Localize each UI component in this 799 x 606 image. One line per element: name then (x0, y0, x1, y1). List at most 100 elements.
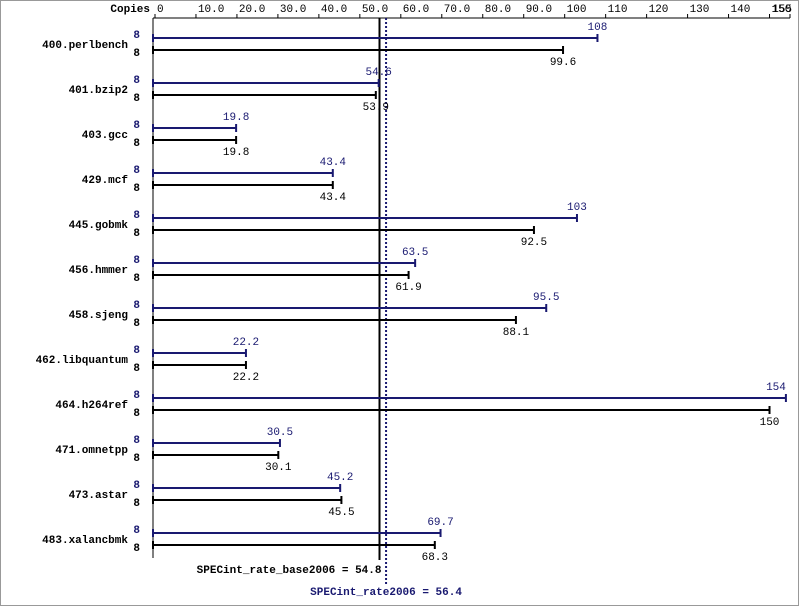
value-label: 54.6 (365, 67, 391, 79)
value-label: 88.1 (503, 327, 530, 339)
x-tick-label: 10.0 (198, 4, 224, 16)
copies-label: 8 (133, 390, 140, 402)
value-label: 19.8 (223, 112, 249, 124)
copies-label: 8 (133, 435, 140, 447)
bar (152, 496, 343, 504)
reference-label: SPECint_rate2006 = 56.4 (310, 587, 462, 599)
copies-header: Copies (110, 4, 150, 16)
value-label: 63.5 (402, 247, 428, 259)
bar (152, 214, 578, 222)
bar (152, 34, 599, 42)
value-label: 69.7 (427, 517, 453, 529)
bar (152, 169, 334, 177)
copies-label: 8 (133, 525, 140, 537)
value-label: 68.3 (422, 552, 448, 564)
copies-label: 8 (133, 30, 140, 42)
value-label: 22.2 (233, 337, 259, 349)
bar (152, 406, 771, 414)
bar (152, 136, 238, 144)
value-label: 45.5 (328, 507, 354, 519)
x-tick-label: 130 (690, 4, 710, 16)
reference-label: SPECint_rate_base2006 = 54.8 (197, 565, 382, 577)
x-tick-label: 110 (608, 4, 628, 16)
copies-label: 8 (133, 165, 140, 177)
value-label: 19.8 (223, 147, 249, 159)
category-label: 483.xalancbmk (42, 535, 128, 547)
value-label: 53.9 (363, 102, 389, 114)
x-tick-label: 30.0 (280, 4, 306, 16)
x-tick-label: 70.0 (444, 4, 470, 16)
copies-label: 8 (133, 498, 140, 510)
copies-label: 8 (133, 480, 140, 492)
x-tick-label: 40.0 (321, 4, 347, 16)
x-tick-label: 20.0 (239, 4, 265, 16)
value-label: 61.9 (395, 282, 421, 294)
copies-label: 8 (133, 318, 140, 330)
value-label: 150 (760, 417, 780, 429)
category-label: 464.h264ref (55, 400, 128, 412)
x-tick-label: 150 (772, 4, 792, 16)
x-tick-label: 80.0 (485, 4, 511, 16)
bar (152, 484, 342, 492)
copies-label: 8 (133, 363, 140, 375)
value-label: 43.4 (320, 157, 347, 169)
category-label: 456.hmmer (69, 265, 128, 277)
copies-label: 8 (133, 345, 140, 357)
bar (152, 91, 377, 99)
x-tick-label: 100 (567, 4, 587, 16)
bar (152, 529, 442, 537)
value-label: 108 (588, 22, 608, 34)
copies-label: 8 (133, 453, 140, 465)
x-tick-label: 90.0 (526, 4, 552, 16)
bar (152, 226, 535, 234)
x-tick-label: 140 (731, 4, 751, 16)
category-label: 429.mcf (82, 175, 129, 187)
copies-label: 8 (133, 273, 140, 285)
category-label: 403.gcc (82, 130, 128, 142)
bar (152, 46, 565, 54)
x-tick-label: 120 (649, 4, 669, 16)
bar (152, 124, 238, 132)
bar (152, 541, 436, 549)
bar (152, 394, 787, 402)
category-label: 445.gobmk (69, 220, 129, 232)
copies-label: 8 (133, 75, 140, 87)
bar (152, 79, 380, 87)
copies-label: 8 (133, 120, 140, 132)
copies-label: 8 (133, 138, 140, 150)
value-label: 154 (766, 382, 786, 394)
copies-label: 8 (133, 48, 140, 60)
category-label: 462.libquantum (36, 355, 129, 367)
bar (152, 349, 247, 357)
value-label: 43.4 (320, 192, 347, 204)
bar (152, 439, 281, 447)
copies-label: 8 (133, 543, 140, 555)
value-label: 99.6 (550, 57, 576, 69)
value-label: 95.5 (533, 292, 559, 304)
copies-label: 8 (133, 210, 140, 222)
bar (152, 451, 280, 459)
bar (152, 316, 517, 324)
x-tick-label: 0 (157, 4, 164, 16)
bar (152, 181, 334, 189)
copies-label: 8 (133, 228, 140, 240)
bar (152, 259, 417, 267)
copies-label: 8 (133, 255, 140, 267)
value-label: 103 (567, 202, 587, 214)
copies-label: 8 (133, 183, 140, 195)
bar (152, 304, 548, 312)
x-tick-label: 60.0 (403, 4, 429, 16)
x-tick-label: 50.0 (362, 4, 388, 16)
value-label: 30.1 (265, 462, 292, 474)
category-label: 400.perlbench (42, 40, 128, 52)
copies-label: 8 (133, 408, 140, 420)
category-label: 471.omnetpp (55, 445, 128, 457)
bar (152, 271, 410, 279)
value-label: 22.2 (233, 372, 259, 384)
value-label: 45.2 (327, 472, 353, 484)
copies-label: 8 (133, 93, 140, 105)
bar (152, 361, 247, 369)
